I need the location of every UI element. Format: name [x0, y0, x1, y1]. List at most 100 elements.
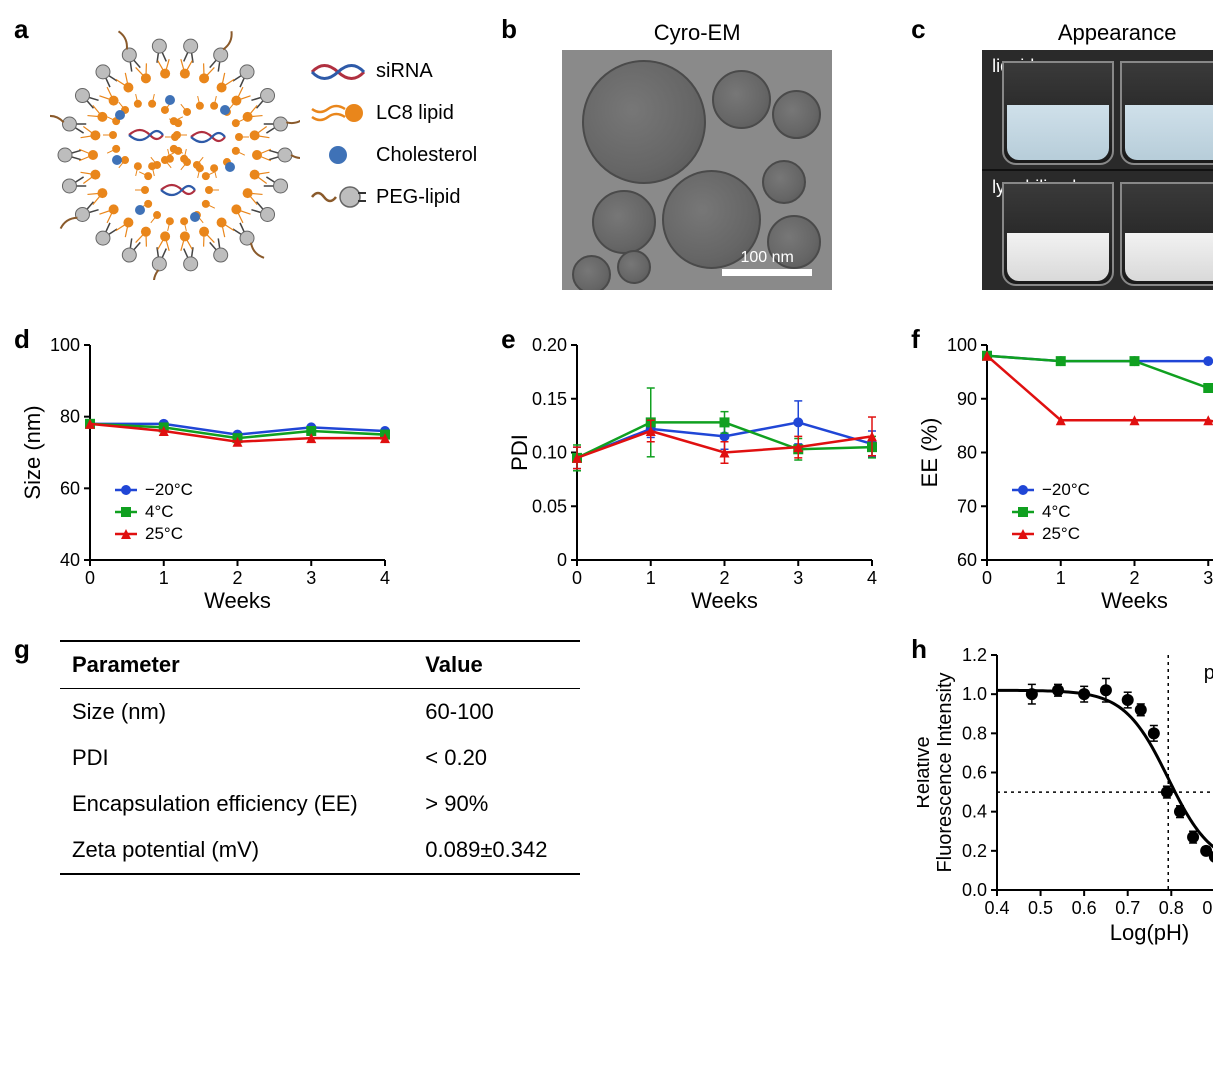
- table-header: Parameter: [60, 641, 413, 689]
- table-row: Zeta potential (mV)0.089±0.342: [60, 827, 580, 874]
- scalebar-label: 100 nm: [740, 249, 793, 266]
- panel-c-title: Appearance: [917, 20, 1213, 46]
- svg-text:40: 40: [60, 550, 80, 570]
- panel-h: h 0.40.50.60.70.80.91.01.10.00.20.40.60.…: [917, 640, 1213, 950]
- svg-text:Size (nm): Size (nm): [20, 405, 45, 499]
- svg-text:1: 1: [159, 568, 169, 588]
- svg-text:1.2: 1.2: [962, 645, 987, 665]
- table-cell: PDI: [60, 735, 413, 781]
- svg-text:−20°C: −20°C: [145, 480, 193, 499]
- panel-g: g Parameter Value Size (nm)60-100PDI< 0.…: [20, 640, 887, 950]
- svg-text:0.05: 0.05: [532, 496, 567, 516]
- svg-text:0.4: 0.4: [962, 802, 987, 822]
- svg-text:Weeks: Weeks: [1101, 588, 1168, 613]
- svg-text:PDI: PDI: [507, 434, 532, 471]
- table-row: PDI< 0.20: [60, 735, 580, 781]
- svg-text:2: 2: [720, 568, 730, 588]
- svg-text:0.6: 0.6: [962, 763, 987, 783]
- chart-d-svg: 01234406080100WeeksSize (nm)−20°C4°C25°C: [20, 330, 400, 620]
- legend-label: Cholesterol: [376, 144, 477, 167]
- svg-text:0.8: 0.8: [962, 723, 987, 743]
- svg-text:80: 80: [957, 443, 977, 463]
- panel-a-label: a: [14, 14, 28, 45]
- panel-a: a siRNA LC8 lipid Cholesterol: [20, 20, 477, 310]
- svg-text:1: 1: [1056, 568, 1066, 588]
- table-cell: 60-100: [413, 689, 580, 736]
- legend-item-sirna: siRNA: [310, 60, 477, 83]
- table-cell: 0.089±0.342: [413, 827, 580, 874]
- svg-text:0.4: 0.4: [985, 898, 1010, 918]
- table-cell: > 90%: [413, 781, 580, 827]
- scalebar: 100 nm: [722, 249, 812, 276]
- svg-text:100: 100: [947, 335, 977, 355]
- svg-text:100: 100: [50, 335, 80, 355]
- legend-item-cholesterol: Cholesterol: [310, 143, 477, 167]
- svg-text:4°C: 4°C: [1042, 502, 1071, 521]
- svg-text:0.20: 0.20: [532, 335, 567, 355]
- panel-d-label: d: [14, 324, 30, 355]
- parameter-table: Parameter Value Size (nm)60-100PDI< 0.20…: [60, 640, 580, 875]
- table-row: Encapsulation efficiency (EE)> 90%: [60, 781, 580, 827]
- svg-text:−20°C: −20°C: [1042, 480, 1090, 499]
- svg-text:60: 60: [957, 550, 977, 570]
- svg-text:1.0: 1.0: [962, 684, 987, 704]
- panel-d: d 01234406080100WeeksSize (nm)−20°C4°C25…: [20, 330, 477, 620]
- table-cell: < 0.20: [413, 735, 580, 781]
- svg-text:0.2: 0.2: [962, 841, 987, 861]
- svg-text:Weeks: Weeks: [204, 588, 271, 613]
- panel-e: e 0123400.050.100.150.20WeeksPDI: [507, 330, 887, 620]
- legend-label: siRNA: [376, 60, 433, 83]
- lnp-schematic: [50, 20, 300, 280]
- table-cell: Size (nm): [60, 689, 413, 736]
- panel-f: f 0123460708090100WeeksEE (%)−20°C4°C25°…: [917, 330, 1213, 620]
- panel-f-label: f: [911, 324, 920, 355]
- svg-text:1: 1: [646, 568, 656, 588]
- svg-text:0.15: 0.15: [532, 389, 567, 409]
- table-cell: Encapsulation efficiency (EE): [60, 781, 413, 827]
- svg-text:4: 4: [867, 568, 877, 588]
- panel-b: b Cyro-EM 100 nm: [507, 20, 887, 310]
- svg-text:EE (%): EE (%): [917, 418, 942, 488]
- svg-text:3: 3: [793, 568, 803, 588]
- svg-text:Weeks: Weeks: [691, 588, 758, 613]
- svg-text:0.0: 0.0: [962, 880, 987, 900]
- svg-text:0: 0: [557, 550, 567, 570]
- svg-text:3: 3: [306, 568, 316, 588]
- cryo-em-image: 100 nm: [562, 50, 832, 290]
- svg-text:2: 2: [1130, 568, 1140, 588]
- svg-text:0: 0: [982, 568, 992, 588]
- chart-h-svg: 0.40.50.60.70.80.91.01.10.00.20.40.60.81…: [917, 640, 1213, 950]
- svg-text:25°C: 25°C: [1042, 524, 1080, 543]
- chart-f-svg: 0123460708090100WeeksEE (%)−20°C4°C25°C: [917, 330, 1213, 620]
- svg-text:90: 90: [957, 389, 977, 409]
- svg-text:0.7: 0.7: [1115, 898, 1140, 918]
- panel-c: c Appearance liquid lyophilized: [917, 20, 1213, 310]
- svg-text:Log(pH): Log(pH): [1110, 920, 1189, 945]
- panel-c-label: c: [911, 14, 925, 45]
- table-row: Size (nm)60-100: [60, 689, 580, 736]
- svg-text:0.9: 0.9: [1203, 898, 1213, 918]
- svg-text:RelativeFluorescence Intensity: RelativeFluorescence Intensity: [917, 672, 956, 872]
- svg-text:0.8: 0.8: [1159, 898, 1184, 918]
- table-header: Value: [413, 641, 580, 689]
- panel-b-title: Cyro-EM: [507, 20, 887, 46]
- legend-label: LC8 lipid: [376, 102, 454, 125]
- legend-label: PEG-lipid: [376, 186, 460, 209]
- svg-text:0: 0: [85, 568, 95, 588]
- legend-item-peg: PEG-lipid: [310, 185, 477, 209]
- svg-text:0.6: 0.6: [1072, 898, 1097, 918]
- appearance-image: liquid lyophilized: [982, 50, 1213, 290]
- panel-h-label: h: [911, 634, 927, 665]
- svg-text:3: 3: [1203, 568, 1213, 588]
- chart-e-svg: 0123400.050.100.150.20WeeksPDI: [507, 330, 887, 620]
- svg-text:70: 70: [957, 496, 977, 516]
- svg-text:80: 80: [60, 407, 80, 427]
- legend-item-lc8: LC8 lipid: [310, 101, 477, 125]
- svg-text:25°C: 25°C: [145, 524, 183, 543]
- svg-text:60: 60: [60, 478, 80, 498]
- svg-text:2: 2: [232, 568, 242, 588]
- panel-g-label: g: [14, 634, 30, 665]
- svg-text:0: 0: [572, 568, 582, 588]
- panel-e-label: e: [501, 324, 515, 355]
- table-cell: Zeta potential (mV): [60, 827, 413, 874]
